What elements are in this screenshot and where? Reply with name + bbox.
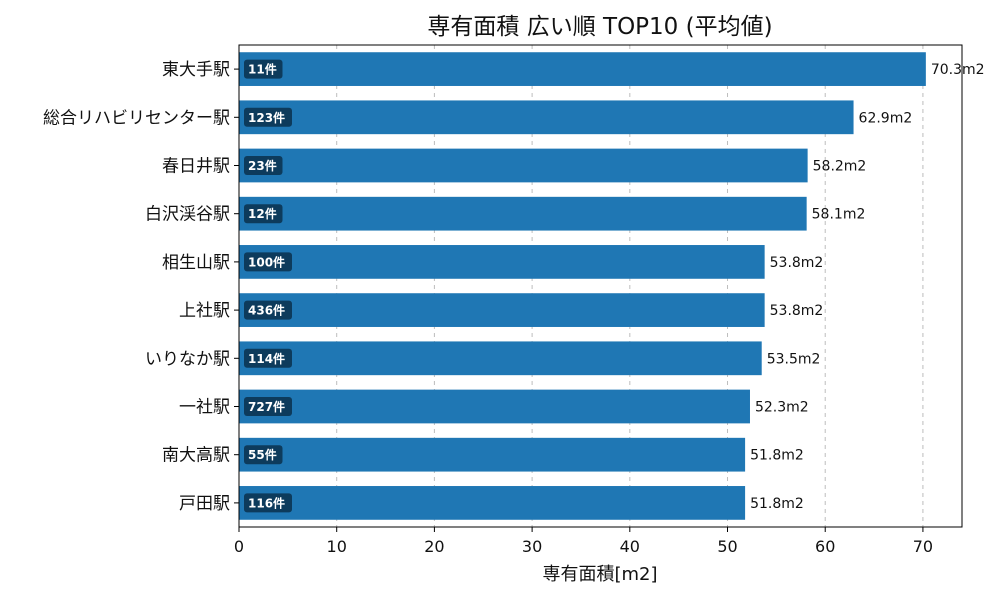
count-label: 436件 — [248, 303, 285, 318]
x-tick-label: 70 — [913, 537, 933, 556]
x-tick-label: 30 — [522, 537, 542, 556]
x-axis-ticks: 0 10 20 30 40 50 60 70 — [234, 527, 933, 556]
y-tick-label: 南大高駅 — [162, 446, 230, 466]
y-tick-label: 春日井駅 — [162, 157, 230, 177]
bar — [239, 100, 854, 135]
x-tick-label: 20 — [424, 537, 444, 556]
bar — [239, 293, 765, 327]
count-label: 11件 — [248, 62, 277, 77]
count-badge — [244, 300, 292, 320]
y-tick-label: いりなか駅 — [145, 349, 230, 369]
count-label: 12件 — [248, 206, 277, 221]
bar — [239, 437, 746, 472]
y-tick-label: 総合リハビリセンター駅 — [43, 108, 230, 128]
bar — [239, 389, 750, 424]
count-badge — [244, 59, 283, 79]
count-badge — [244, 348, 292, 368]
y-axis-ticks: 東大手駅総合リハビリセンター駅春日井駅白沢渓谷駅相生山駅上社駅いりなか駅一社駅南… — [43, 60, 239, 514]
value-label: 53.5m2 — [767, 351, 821, 367]
x-tick-label: 40 — [620, 537, 640, 556]
y-tick-label: 戸田駅 — [179, 494, 230, 514]
y-tick-label: 一社駅 — [179, 398, 230, 418]
count-badge — [244, 252, 292, 272]
count-badge — [244, 107, 292, 127]
count-label: 116件 — [248, 495, 285, 510]
count-label: 123件 — [248, 110, 285, 125]
x-tick-label: 0 — [234, 537, 244, 556]
bar — [239, 148, 808, 183]
value-label: 70.3m2 — [931, 62, 985, 78]
x-tick-label: 50 — [717, 537, 737, 556]
bars: 11件 70.3m2 123件 62.9m2 23件 58.2m2 12件 58.1m2 100… — [239, 52, 985, 520]
count-label: 114件 — [248, 351, 285, 366]
value-label: 51.8m2 — [750, 448, 804, 464]
value-label: 53.8m2 — [770, 255, 824, 271]
count-label: 23件 — [248, 158, 277, 173]
bar — [239, 486, 746, 520]
plot-frame — [238, 44, 963, 528]
x-tick-label: 10 — [327, 537, 347, 556]
x-axis-label: 専有面積[m2] — [542, 564, 657, 585]
value-label: 52.3m2 — [755, 400, 809, 416]
value-label: 51.8m2 — [750, 496, 804, 512]
count-badge — [244, 156, 283, 175]
bar — [239, 196, 807, 231]
y-tick-label: 東大手駅 — [162, 60, 230, 80]
chart-title: 専有面積 広い順 TOP10 (平均値) — [427, 14, 772, 40]
value-label: 58.1m2 — [812, 207, 866, 223]
count-badge — [244, 204, 283, 224]
count-label: 727件 — [248, 399, 285, 414]
y-tick-label: 白沢渓谷駅 — [145, 205, 230, 225]
bar — [239, 341, 762, 376]
count-label: 55件 — [248, 447, 277, 462]
y-tick-label: 上社駅 — [179, 301, 230, 321]
value-label: 58.2m2 — [813, 159, 867, 175]
count-badge — [244, 397, 292, 416]
count-label: 100件 — [248, 254, 285, 269]
value-label: 62.9m2 — [859, 110, 913, 126]
value-label: 53.8m2 — [770, 303, 824, 319]
count-badge — [244, 493, 292, 513]
y-tick-label: 相生山駅 — [162, 253, 230, 273]
bar — [239, 245, 765, 279]
bar — [239, 52, 926, 86]
count-badge — [244, 445, 283, 465]
x-tick-label: 60 — [815, 537, 835, 556]
